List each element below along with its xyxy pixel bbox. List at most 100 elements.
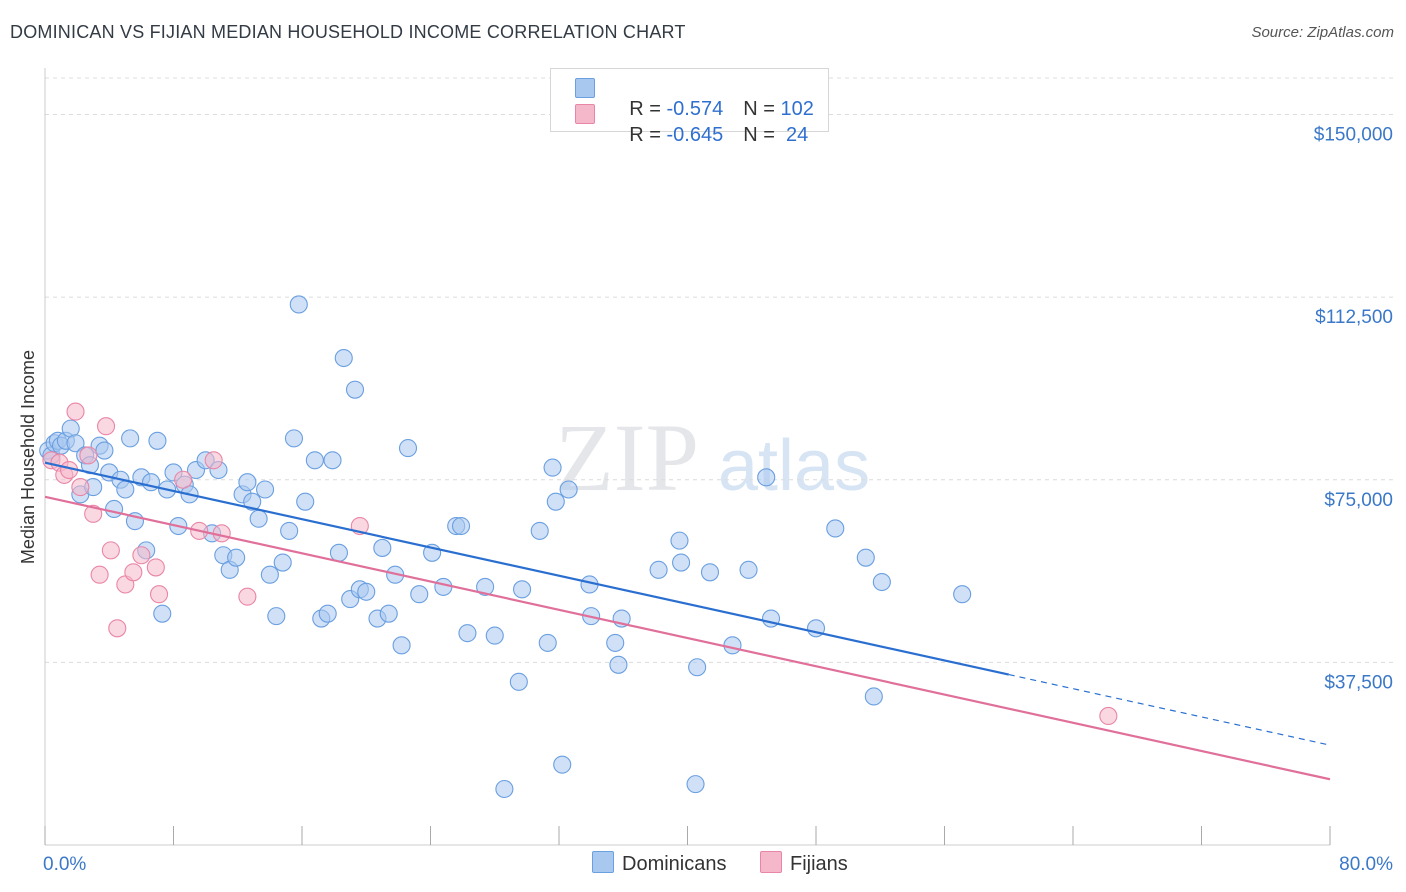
point-dominicans [559,480,578,499]
legend-swatch-dominicans [575,78,595,98]
point-dominicans [513,580,532,599]
point-dominicans [334,348,353,368]
point-fijians [79,446,98,465]
point-dominicans [280,521,299,540]
point-dominicans [609,655,628,674]
point-dominicans [700,563,720,582]
watermark-zip: ZIP [555,404,699,511]
legend-n-label: N = [743,98,781,120]
point-dominicans [398,439,418,458]
point-dominicans [688,658,707,677]
source-label: Source: ZipAtlas.com [1251,24,1394,41]
legend-row-dominicans: R = -0.574 N = 102 [575,75,814,120]
point-dominicans [116,480,135,499]
stats-legend: R = -0.574 N = 102 R = -0.645 N = 24 [550,68,829,146]
point-dominicans [476,577,495,596]
legend-r-value: -0.645 [666,124,724,146]
point-dominicans [305,451,324,470]
bottom-legend-fijians: Fijians [760,851,848,876]
bottom-legend-label-dominicans: Dominicans [622,853,727,875]
point-dominicans [495,779,514,799]
bottom-legend-swatch-fijians [760,851,782,873]
trend-line-fijians [44,495,1331,781]
point-fijians [124,563,143,582]
point-dominicans [543,458,562,477]
legend-n-label: N = [743,124,781,146]
point-dominicans [410,585,429,604]
point-dominicans [238,473,257,492]
point-dominicans [826,519,845,538]
point-dominicans [434,577,453,596]
legend-n-value: 24 [780,124,809,146]
legend-r-label: R = [629,124,667,146]
y-axis-label: Median Household Income [18,350,38,564]
bottom-legend-dominicans: Dominicans [592,851,726,876]
point-dominicans [345,380,365,399]
point-dominicans [686,775,705,794]
point-dominicans [249,509,268,528]
point-dominicans [296,492,315,511]
point-dominicans [606,633,625,652]
point-dominicans [95,441,114,460]
point-dominicans [318,604,337,623]
point-dominicans [458,624,477,643]
trend-line-extension-dominicans [1008,673,1331,746]
x-tick-label-max: 80.0% [1339,854,1393,875]
point-dominicans [284,429,304,448]
x-tick-label-min: 0.0% [43,854,86,875]
point-dominicans [670,531,689,550]
point-dominicans [289,295,308,314]
point-dominicans [273,553,292,572]
point-dominicans [373,538,392,557]
point-dominicans [357,582,376,601]
point-dominicans [672,553,691,572]
point-dominicans [856,548,875,567]
point-fijians [146,558,165,577]
point-dominicans [392,636,411,655]
point-dominicans [260,565,279,584]
point-dominicans [121,429,140,448]
point-dominicans [153,604,172,623]
point-fijians [71,478,90,497]
point-fijians [149,585,169,604]
point-dominicans [757,468,776,487]
point-dominicans [379,604,398,623]
point-dominicans [872,572,891,592]
point-fijians [132,546,151,565]
point-dominicans [267,607,286,626]
point-dominicans [538,633,557,652]
point-fijians [66,402,85,421]
point-fijians [90,565,109,584]
point-fijians [108,619,127,638]
point-dominicans [553,755,572,774]
trend-line-dominicans [44,461,1009,676]
point-fijians [101,541,120,560]
legend-r-label: R = [629,98,667,120]
point-dominicans [546,492,565,511]
point-fijians [174,470,193,489]
point-dominicans [105,499,124,519]
point-fijians [238,587,257,606]
point-fijians [96,417,116,436]
point-dominicans [739,560,758,579]
point-fijians [204,451,223,470]
legend-row-fijians: R = -0.645 N = 24 [575,101,808,146]
point-dominicans [227,548,246,567]
point-dominicans [451,516,471,536]
y-tick-label: $112,500 [1315,307,1393,328]
bottom-legend-label-fijians: Fijians [790,853,848,875]
point-fijians [84,504,103,523]
watermark-atlas: atlas [718,426,870,506]
point-dominicans [243,492,262,511]
y-tick-label: $150,000 [1314,125,1393,146]
point-dominicans [864,687,883,706]
bottom-legend-swatch-dominicans [592,851,614,873]
legend-r-value: -0.574 [666,98,724,120]
point-dominicans [509,672,528,691]
point-dominicans [953,585,972,604]
point-dominicans [723,636,742,655]
point-dominicans [148,431,167,450]
point-dominicans [323,451,342,470]
point-fijians [1099,706,1118,725]
